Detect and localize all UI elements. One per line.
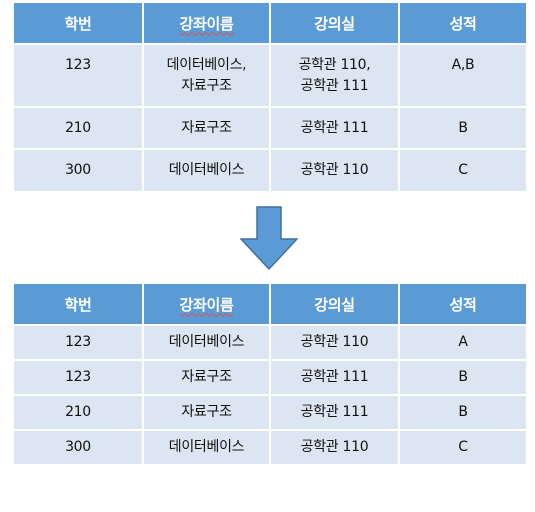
cell-classroom: 공학관 110 xyxy=(269,429,400,466)
cell-student-id: 300 xyxy=(12,148,144,193)
cell-classroom: 공학관 111 xyxy=(269,106,400,150)
down-arrow-shape xyxy=(240,206,298,270)
header-student-id: 학번 xyxy=(12,282,144,326)
cell-course-name: 데이터베이스 xyxy=(142,148,271,193)
header-course-name-text: 강좌이름 xyxy=(179,295,234,314)
table-row: 123 데이터베이스 공학관 110 A xyxy=(12,324,528,361)
header-row: 학번 강좌이름 강의실 성적 xyxy=(12,282,528,326)
cell-grade: C xyxy=(398,429,528,466)
table-row: 123 데이터베이스, 자료구조 공학관 110, 공학관 111 A,B xyxy=(12,43,528,108)
cell-line: 데이터베이스 xyxy=(168,162,245,178)
cell-classroom: 공학관 111 xyxy=(269,359,400,396)
header-grade: 성적 xyxy=(398,282,528,326)
cell-line: 공학관 110, xyxy=(298,57,371,73)
header-course-name: 강좌이름 xyxy=(142,282,271,326)
table-after: 학번 강좌이름 강의실 성적 123 데이터베이스 공학관 110 A 123 … xyxy=(12,282,528,466)
header-row: 학번 강좌이름 강의실 성적 xyxy=(12,1,528,45)
table-row: 300 데이터베이스 공학관 110 C xyxy=(12,429,528,466)
cell-student-id: 300 xyxy=(12,429,144,466)
cell-line: 공학관 111 xyxy=(300,120,369,136)
cell-student-id: 123 xyxy=(12,324,144,361)
cell-line: 자료구조 xyxy=(181,78,232,94)
down-arrow-icon xyxy=(240,206,298,270)
header-grade: 성적 xyxy=(398,1,528,45)
table-row: 210 자료구조 공학관 111 B xyxy=(12,394,528,431)
cell-grade: B xyxy=(398,359,528,396)
cell-student-id: 123 xyxy=(12,43,144,108)
cell-grade: B xyxy=(398,106,528,150)
cell-grade: B xyxy=(398,394,528,431)
cell-line: 데이터베이스, xyxy=(166,57,247,73)
header-course-name: 강좌이름 xyxy=(142,1,271,45)
cell-student-id: 210 xyxy=(12,394,144,431)
cell-course-name: 데이터베이스 xyxy=(142,429,271,466)
cell-line: 공학관 111 xyxy=(300,78,369,94)
cell-course-name: 데이터베이스, 자료구조 xyxy=(142,43,271,108)
header-classroom: 강의실 xyxy=(269,1,400,45)
table-before: 학번 강좌이름 강의실 성적 123 데이터베이스, 자료구조 공학관 110,… xyxy=(12,1,528,193)
table-row: 123 자료구조 공학관 111 B xyxy=(12,359,528,396)
cell-grade: A xyxy=(398,324,528,361)
cell-classroom: 공학관 110 xyxy=(269,324,400,361)
cell-classroom: 공학관 110, 공학관 111 xyxy=(269,43,400,108)
cell-grade: A,B xyxy=(398,43,528,108)
cell-classroom: 공학관 111 xyxy=(269,394,400,431)
cell-course-name: 자료구조 xyxy=(142,394,271,431)
cell-student-id: 210 xyxy=(12,106,144,150)
cell-line: 자료구조 xyxy=(181,120,232,136)
header-classroom: 강의실 xyxy=(269,282,400,326)
cell-classroom: 공학관 110 xyxy=(269,148,400,193)
cell-student-id: 123 xyxy=(12,359,144,396)
cell-course-name: 자료구조 xyxy=(142,359,271,396)
header-course-name-text: 강좌이름 xyxy=(179,14,234,33)
table-row: 300 데이터베이스 공학관 110 C xyxy=(12,148,528,193)
cell-course-name: 자료구조 xyxy=(142,106,271,150)
cell-grade: C xyxy=(398,148,528,193)
cell-course-name: 데이터베이스 xyxy=(142,324,271,361)
cell-line: 공학관 110 xyxy=(300,162,369,178)
header-student-id: 학번 xyxy=(12,1,144,45)
table-row: 210 자료구조 공학관 111 B xyxy=(12,106,528,150)
